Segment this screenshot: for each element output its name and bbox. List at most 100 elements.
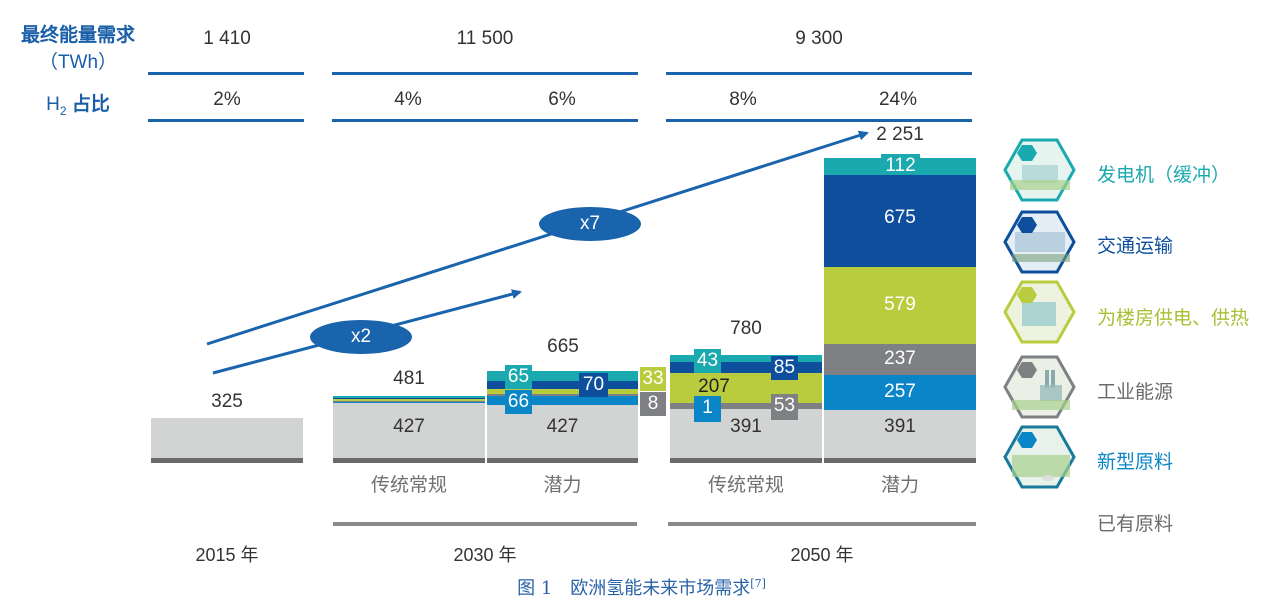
- demand-2015: 1 410: [203, 28, 251, 49]
- group-label-potential-2030: 潜力: [543, 475, 582, 496]
- legend-item-new-feedstock: 新型原料: [1097, 452, 1174, 473]
- group-label-potential-2050: 潜力: [880, 475, 919, 496]
- share-2050-conventional: 8%: [729, 89, 757, 110]
- arrow-x7: [206, 130, 869, 346]
- segment-existing-feedstock: [333, 403, 485, 458]
- label-66: 66: [505, 390, 532, 414]
- segment-buildings: [333, 399, 485, 401]
- bar-base: [487, 458, 638, 463]
- divider-line: [148, 72, 304, 75]
- label-85: 85: [771, 356, 798, 380]
- segment-industry: [487, 394, 638, 396]
- group-label-conventional-2050: 传统常规: [707, 475, 784, 496]
- legend-item-transport: 交通运输: [1097, 236, 1174, 257]
- label-8: 8: [640, 392, 666, 416]
- year-group-line-2050: [668, 522, 976, 526]
- oval-x2: [310, 320, 412, 354]
- h2-subscript: 2: [59, 103, 67, 118]
- figure-caption: 图 1 欧洲氢能未来市场需求[7]: [0, 574, 1283, 600]
- label-33: 33: [640, 367, 666, 391]
- segment-industry: [824, 344, 976, 375]
- segment-generator: [670, 355, 822, 362]
- share-2030-conventional: 4%: [394, 89, 422, 110]
- bar-base: [670, 458, 822, 463]
- generator-icon: [1003, 138, 1076, 202]
- group-label-conventional-2030: 传统常规: [370, 475, 447, 496]
- segment-industry: [333, 401, 485, 402]
- label-70: 70: [579, 373, 608, 397]
- segment-generator: [333, 396, 485, 398]
- label-675: 675: [884, 207, 916, 228]
- label-237: 237: [884, 348, 916, 369]
- segment-new-feedstock: [333, 402, 485, 403]
- year-label-2050: 2050 年: [790, 545, 854, 565]
- divider-line: [332, 72, 638, 75]
- total-2015: 325: [211, 391, 243, 412]
- total-2030-conventional: 481: [393, 368, 425, 389]
- bar-base: [824, 458, 976, 463]
- segment-transport: [333, 398, 485, 399]
- legend-item-existing-feedstock: 已有原料: [1097, 514, 1174, 535]
- row-label-final-demand: 最终能量需求 （TWh）: [8, 20, 148, 74]
- bar-base: [333, 458, 485, 463]
- buildings-icon: [1003, 280, 1076, 344]
- segment-generator: [487, 371, 638, 381]
- new-feedstock-icon: [1003, 425, 1076, 489]
- segment-new-feedstock: [487, 396, 638, 405]
- caption-text: 图 1 欧洲氢能未来市场需求: [517, 578, 751, 599]
- year-label-2030: 2030 年: [453, 545, 517, 565]
- bar-base: [151, 458, 303, 463]
- segment-existing-feedstock: [824, 410, 976, 458]
- industry-icon: [1003, 355, 1076, 419]
- total-2050-potential: 2 251: [876, 124, 924, 145]
- total-2030-potential: 665: [547, 336, 579, 357]
- total-2050-conventional: 780: [730, 318, 762, 339]
- caption-reference: [7]: [750, 577, 766, 590]
- segment-buildings: [824, 267, 976, 344]
- legend-item-buildings: 为楼房供电、供热: [1097, 308, 1250, 329]
- h2-symbol: H: [46, 94, 60, 115]
- divider-line: [148, 119, 304, 122]
- share-2015: 2%: [213, 89, 241, 110]
- divider-line: [332, 119, 638, 122]
- segment-transport: [824, 175, 976, 267]
- label-257: 257: [884, 381, 916, 402]
- legend-item-generator: 发电机（缓冲）: [1097, 165, 1231, 186]
- row-label-final-demand-line1: 最终能量需求: [20, 25, 135, 46]
- label-207: 207: [698, 376, 730, 397]
- label-391: 391: [884, 416, 916, 437]
- segment-transport: [487, 381, 638, 389]
- label-427: 427: [546, 416, 579, 437]
- oval-x7: [539, 207, 641, 241]
- label-579: 579: [884, 294, 916, 315]
- segment-existing-feedstock: [151, 418, 303, 458]
- h2-share-text: 占比: [66, 94, 110, 115]
- label-391: 391: [730, 416, 762, 437]
- demand-2030: 11 500: [456, 28, 514, 49]
- annotation-x7: x7: [579, 213, 601, 234]
- divider-line: [666, 119, 972, 122]
- label-427: 427: [393, 416, 425, 437]
- annotation-x2: x2: [350, 326, 372, 347]
- label-53: 53: [771, 394, 798, 420]
- transport-icon: [1003, 210, 1076, 274]
- year-label-2015: 2015 年: [195, 545, 259, 565]
- label-65: 65: [505, 365, 532, 389]
- share-2050-potential: 24%: [878, 89, 918, 110]
- label-43: 43: [694, 349, 721, 373]
- segment-transport: [670, 362, 822, 373]
- segment-buildings: [487, 389, 638, 394]
- year-group-line-2030: [333, 522, 637, 526]
- share-2030-potential: 6%: [548, 89, 576, 110]
- segment-new-feedstock: [824, 375, 976, 410]
- row-label-h2-share: H2 占比: [8, 89, 148, 118]
- demand-2050: 9 300: [795, 28, 843, 49]
- label-1: 1: [694, 396, 721, 422]
- legend-item-industry: 工业能源: [1097, 382, 1174, 403]
- divider-line: [666, 72, 972, 75]
- label-112: 112: [881, 154, 920, 179]
- row-label-final-demand-unit: （TWh）: [38, 52, 118, 73]
- segment-industry: [670, 403, 822, 409]
